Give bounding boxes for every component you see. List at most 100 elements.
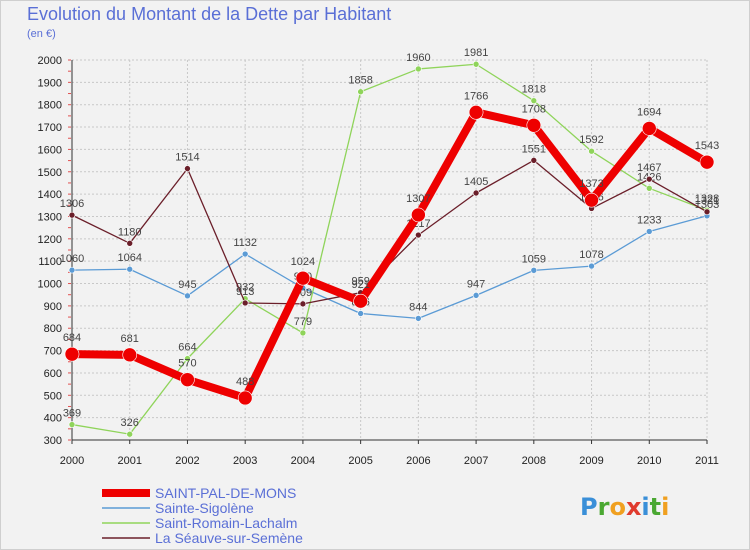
- data-label: 1132: [233, 237, 257, 249]
- logo-letter: o: [609, 493, 626, 521]
- data-label: 945: [178, 279, 196, 291]
- data-label: 1233: [637, 214, 661, 226]
- x-tick-label: 2008: [522, 455, 546, 467]
- data-point: [530, 157, 538, 164]
- data-label: 1592: [579, 134, 603, 146]
- data-label: 1766: [464, 90, 488, 102]
- y-tick-label: 1700: [38, 122, 62, 134]
- y-axis: 300 400 500 600 700 800 900 1000 1100 1200 1300 140…: [38, 55, 73, 447]
- data-point: [472, 189, 480, 197]
- unit-label: (en €): [27, 28, 56, 40]
- data-label: 1543: [695, 140, 719, 152]
- data-point: [645, 175, 653, 183]
- data-label: 681: [121, 333, 139, 345]
- data-label: 1024: [291, 256, 315, 268]
- series-saint-romain-lachalm: 3693266649327791858196019811818159214261…: [63, 47, 719, 438]
- data-label: 959: [351, 276, 369, 288]
- data-label: 1708: [522, 103, 546, 115]
- y-tick-label: 1900: [38, 77, 62, 89]
- legend-label: SAINT-PAL-DE-MONS: [155, 485, 296, 501]
- x-tick-label: 2002: [175, 455, 199, 467]
- x-tick-label: 2004: [291, 455, 315, 467]
- grid: [71, 59, 708, 441]
- x-tick-label: 2010: [637, 455, 661, 467]
- series-line: [71, 215, 708, 320]
- data-label: 779: [294, 316, 312, 328]
- data-point: [472, 60, 480, 68]
- data-label: 664: [178, 342, 196, 354]
- logo-letter: x: [626, 493, 642, 521]
- data-point: [68, 211, 76, 219]
- data-point: [415, 315, 422, 322]
- data-point: [299, 329, 307, 337]
- data-label: 1405: [464, 176, 488, 188]
- data-label: 1467: [637, 162, 661, 174]
- x-tick-label: 2006: [406, 455, 430, 467]
- data-label: 1694: [637, 106, 661, 118]
- data-label: 1960: [406, 52, 430, 64]
- x-axis: 2000 2001 2002 2003 2004 2005 2006 2007 2008 2009…: [60, 439, 719, 467]
- data-label: 684: [63, 332, 81, 344]
- x-tick-label: 2001: [117, 455, 141, 467]
- logo-letter: P: [580, 493, 598, 521]
- data-label: 1060: [60, 253, 84, 265]
- y-tick-label: 1500: [38, 167, 62, 179]
- data-label: 1064: [117, 252, 141, 264]
- data-point: [411, 207, 426, 223]
- x-tick-label: 2000: [60, 455, 84, 467]
- series-sainte-sigol-ne: 1060106494511329808668449471059107812331…: [60, 199, 719, 322]
- logo-letter: i: [641, 493, 649, 521]
- data-point: [584, 192, 599, 208]
- x-tick-label: 2005: [348, 455, 372, 467]
- x-tick-label: 2007: [464, 455, 488, 467]
- y-tick-label: 800: [44, 323, 62, 335]
- data-label: 1321: [695, 195, 719, 207]
- data-label: 1551: [522, 143, 546, 155]
- y-tick-label: 300: [44, 435, 62, 447]
- x-tick-label: 2009: [579, 455, 603, 467]
- data-point: [526, 117, 542, 133]
- y-tick-label: 1000: [38, 279, 62, 291]
- legend-label: Sainte-Sigolène: [155, 500, 254, 516]
- y-tick-label: 2000: [38, 55, 62, 67]
- data-point: [353, 293, 368, 309]
- data-label: 1373: [579, 178, 603, 190]
- data-point: [641, 121, 657, 136]
- data-label: 921: [351, 279, 369, 291]
- logo-letter: t: [650, 493, 661, 521]
- data-point: [241, 250, 249, 258]
- data-point: [415, 65, 422, 73]
- data-point: [126, 265, 134, 273]
- data-point: [415, 231, 422, 239]
- data-label: 844: [409, 301, 427, 313]
- data-label: 1307: [406, 193, 430, 205]
- legend-label: La Séauve-sur-Semène: [155, 530, 303, 546]
- proxiti-logo: Proxiti: [580, 493, 669, 521]
- y-tick-label: 1400: [38, 189, 62, 201]
- data-point: [472, 292, 480, 299]
- y-tick-label: 500: [44, 390, 62, 402]
- data-point: [588, 262, 595, 270]
- data-point: [237, 390, 253, 406]
- data-point: [122, 347, 138, 363]
- data-label: 1514: [175, 152, 199, 164]
- data-label: 1328: [695, 193, 719, 205]
- data-point: [299, 300, 307, 308]
- data-label: 1306: [60, 198, 84, 210]
- logo-letter: i: [661, 493, 669, 521]
- data-point: [468, 105, 484, 120]
- data-point: [645, 228, 653, 235]
- series-line: [68, 108, 711, 402]
- chart-title: Evolution du Montant de la Dette par Hab…: [27, 4, 392, 24]
- data-point: [184, 292, 191, 300]
- y-tick-label: 400: [44, 413, 62, 425]
- data-point: [699, 154, 715, 170]
- data-point: [645, 185, 653, 192]
- y-tick-label: 900: [44, 301, 62, 313]
- y-tick-label: 1600: [38, 144, 62, 156]
- data-label: 913: [236, 286, 254, 298]
- data-label: 1858: [348, 75, 372, 87]
- data-point: [530, 267, 538, 274]
- data-point: [184, 165, 191, 172]
